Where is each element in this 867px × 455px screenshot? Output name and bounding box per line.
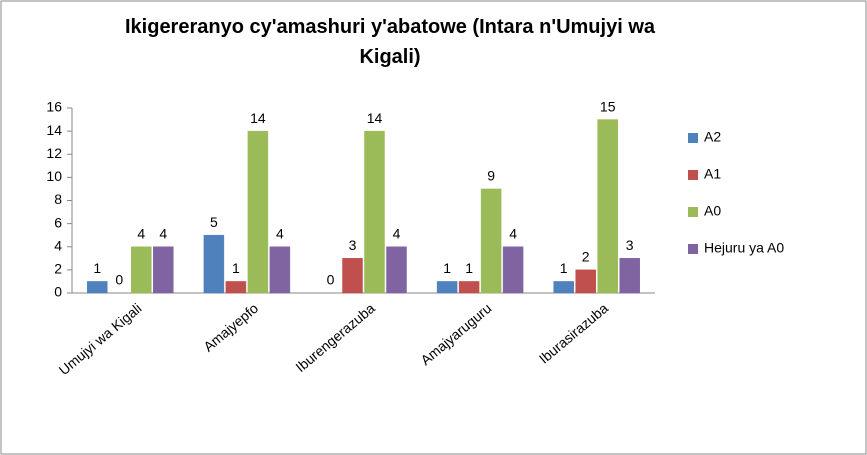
y-tick-label: 10 [46,168,62,184]
legend-swatch [688,133,698,143]
value-label: 2 [582,249,590,265]
value-label: 4 [509,225,517,241]
bar [553,281,574,294]
value-label: 14 [250,110,266,126]
bar [225,281,247,294]
bar [436,281,458,294]
value-label: 3 [626,237,634,253]
value-label: 5 [210,214,218,230]
bar [269,246,291,294]
bar [386,246,407,294]
value-label: 1 [232,260,240,276]
value-label: 1 [465,260,473,276]
value-label: 1 [560,260,568,276]
bar [342,258,363,294]
y-tick-label: 0 [54,284,62,300]
legend-swatch [688,244,698,254]
bar [502,246,524,294]
value-label: 0 [327,272,335,288]
legend-label: A1 [704,166,721,182]
bar [203,234,225,294]
legend-swatch [688,170,698,180]
bar [458,281,480,294]
value-label: 1 [93,260,101,276]
y-tick-label: 14 [46,122,62,138]
bar [619,258,640,294]
legend-swatch [688,207,698,217]
legend-label: Hejuru ya A0 [704,240,784,256]
y-tick-label: 8 [54,191,62,207]
value-label: 4 [393,225,401,241]
value-label: 1 [443,260,451,276]
value-label: 9 [487,168,495,184]
bar [247,130,269,294]
bar [597,119,618,294]
value-label: 4 [159,225,167,241]
bar [480,188,502,294]
value-label: 0 [115,272,123,288]
value-label: 4 [276,225,284,241]
y-tick-label: 12 [46,145,62,161]
bar [575,269,596,294]
bar [153,246,174,294]
y-tick-label: 16 [46,99,62,115]
bar [131,246,152,294]
y-tick-label: 2 [54,261,62,277]
bar [87,281,108,294]
legend-label: A0 [704,203,721,219]
chart-title: Ikigereranyo cy'amashuri y'abatowe (Inta… [124,16,655,68]
y-tick-label: 6 [54,214,62,230]
value-label: 4 [137,225,145,241]
y-tick-label: 4 [54,237,62,253]
value-label: 15 [600,98,616,114]
bar [364,130,385,294]
value-label: 14 [367,110,383,126]
value-label: 3 [349,237,357,253]
legend-label: A2 [704,129,721,145]
